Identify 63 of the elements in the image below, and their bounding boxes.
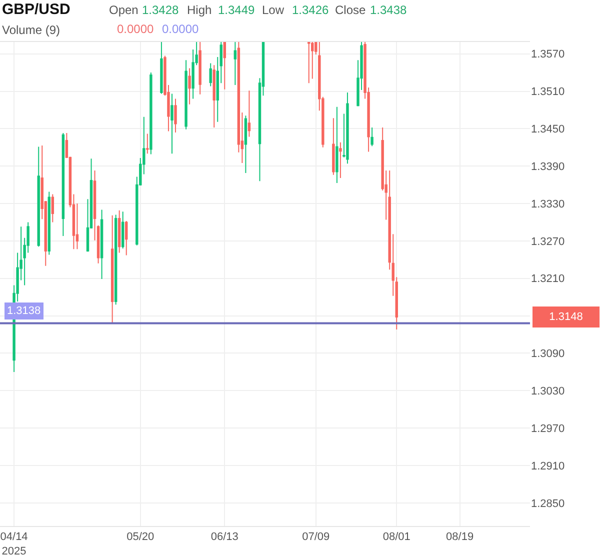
candlestick [336,106,338,184]
text: 1.3449 [218,3,256,17]
y-tick-label: 1.3210 [531,273,565,286]
candlestick [198,42,202,95]
x-tick-label: 04/14 2025 [0,531,28,558]
y-tick-label: 1.3570 [531,48,565,61]
candlestick [174,98,177,133]
y-tick-label: 1.3390 [531,160,565,173]
y-tick-label: 1.3030 [531,386,565,398]
ref-line-label: 1.3138 [7,305,41,317]
text: Volume (9) [2,23,60,37]
text: Low [262,3,284,17]
candlestick [184,60,188,130]
candlestick [48,191,50,256]
text: 1.3428 [142,3,180,17]
y-tick-label: 1.2910 [531,460,565,472]
candlestick [125,220,128,256]
candlestick [244,115,248,174]
candlestick [146,133,149,154]
y-tick-label: 1.3510 [531,86,565,98]
y-tick-label: 1.3270 [531,236,565,248]
candlestick [37,146,40,248]
x-tick-label: 08/19 [446,531,474,544]
candlestick [370,126,374,147]
text: 1.3438 [370,3,408,17]
candlestick [100,209,104,280]
y-tick-label: 1.3090 [531,348,565,360]
chart-title: GBP/USD [2,1,71,18]
x-tick-label: 07/09 [302,531,330,544]
y-tick-label: 1.3450 [531,124,565,136]
candlestick [223,42,226,90]
candlestick [62,132,65,236]
x-tick-label: 08/01 [382,531,410,544]
candlestick [209,62,212,87]
y-tick-label: 1.2970 [531,422,565,435]
candlestick [150,72,152,155]
text: 0.0000 [162,22,200,36]
text: 1.3426 [292,3,330,17]
candlestick [121,211,124,249]
candlestick [170,93,174,154]
x-tick-label: 06/13 [210,531,238,544]
candlestick [188,68,191,105]
candlestick [234,42,237,86]
candlestick [311,42,314,80]
candlestick [114,214,118,306]
candlestick [346,92,349,164]
text: High [187,3,212,17]
candlestick [110,214,114,324]
candlestick [248,90,251,138]
candlestick [308,42,310,84]
text: 0.0000 [117,22,154,36]
text: 1.3148 [549,311,583,323]
text: Close [335,3,366,17]
candlestick [118,210,121,254]
text: Open [109,3,138,17]
candlestick [339,142,342,178]
candlestick [212,64,216,128]
candlestick [160,42,163,94]
candlestick [51,194,54,223]
x-tick-label: 05/20 [126,531,154,544]
y-tick-label: 1.2850 [531,498,565,510]
candlestick [332,118,335,176]
y-tick-label: 1.3330 [531,198,565,210]
